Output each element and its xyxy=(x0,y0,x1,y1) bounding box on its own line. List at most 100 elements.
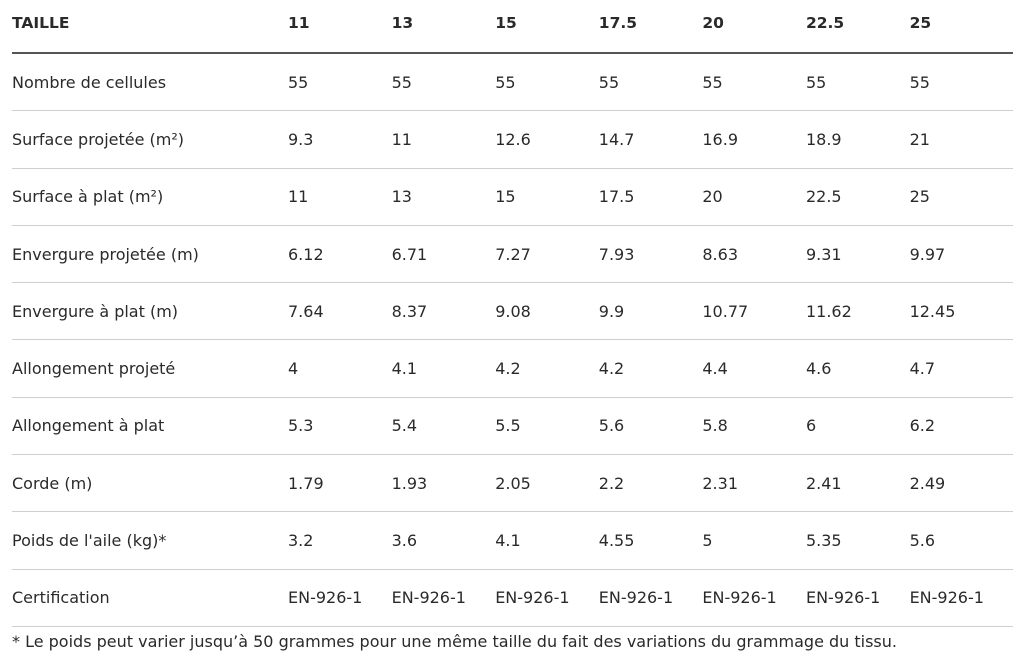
spec-value: 5.6 xyxy=(909,511,1014,570)
size-header: 22.5 xyxy=(805,0,910,54)
spec-value: 16.9 xyxy=(702,110,806,169)
spec-value: 12.45 xyxy=(909,282,1014,341)
spec-row: Nombre de cellules 55 55 55 55 55 55 55 xyxy=(12,53,1014,112)
spec-value: EN-926-1 xyxy=(391,569,496,627)
spec-value: 5.35 xyxy=(805,511,910,570)
spec-value: 2.05 xyxy=(495,454,599,513)
spec-value: 2.2 xyxy=(598,454,703,513)
spec-label: Allongement projeté xyxy=(12,339,288,398)
size-header: 20 xyxy=(702,0,806,54)
spec-value: 55 xyxy=(288,53,392,112)
spec-value: 55 xyxy=(702,53,806,112)
spec-value: 3.2 xyxy=(288,511,392,570)
spec-value: 5.3 xyxy=(288,397,392,456)
spec-value: EN-926-1 xyxy=(702,569,806,627)
spec-value: 17.5 xyxy=(598,168,703,226)
spec-value: 4.4 xyxy=(702,339,806,398)
size-header: 17.5 xyxy=(598,0,703,54)
spec-label: Envergure projetée (m) xyxy=(12,225,288,284)
spec-value: 11 xyxy=(288,168,392,226)
spec-value: 55 xyxy=(391,53,496,112)
spec-value: 55 xyxy=(598,53,703,112)
spec-value: 4.1 xyxy=(391,339,496,398)
spec-value: 6 xyxy=(805,397,910,456)
spec-value: 10.77 xyxy=(702,282,806,341)
spec-value: 21 xyxy=(909,110,1014,169)
spec-value: 8.63 xyxy=(702,225,806,284)
spec-value: 25 xyxy=(909,168,1014,226)
size-header: 11 xyxy=(288,0,392,54)
spec-value: EN-926-1 xyxy=(805,569,910,627)
spec-value: 12.6 xyxy=(495,110,599,169)
spec-value: 1.93 xyxy=(391,454,496,513)
spec-value: 2.49 xyxy=(909,454,1014,513)
spec-value: 5.4 xyxy=(391,397,496,456)
spec-value: 1.79 xyxy=(288,454,392,513)
spec-value: 22.5 xyxy=(805,168,910,226)
spec-value: 5.5 xyxy=(495,397,599,456)
spec-value: 4.7 xyxy=(909,339,1014,398)
spec-value: EN-926-1 xyxy=(598,569,703,627)
spec-row: Envergure à plat (m) 7.64 8.37 9.08 9.9 10.77… xyxy=(12,282,1014,341)
spec-label: Surface à plat (m²) xyxy=(12,168,288,226)
spec-row: Surface à plat (m²) 11 13 15 17.5 20 22.5 25 xyxy=(12,168,1014,226)
spec-value: 5 xyxy=(702,511,806,570)
spec-label: Poids de l'aile (kg)* xyxy=(12,511,288,570)
spec-value: 11.62 xyxy=(805,282,910,341)
spec-value: 4.1 xyxy=(495,511,599,570)
size-header: 13 xyxy=(391,0,496,54)
table-body: Nombre de cellules 55 55 55 55 55 55 55 Surface … xyxy=(12,53,1014,627)
spec-label: Certification xyxy=(12,569,288,627)
spec-value: 5.8 xyxy=(702,397,806,456)
spec-value: 9.31 xyxy=(805,225,910,284)
spec-row: Surface projetée (m²) 9.3 11 12.6 14.7 16.9 18… xyxy=(12,110,1014,169)
footnote: * Le poids peut varier jusqu’à 50 gramme… xyxy=(12,632,897,651)
spec-value: 9.3 xyxy=(288,110,392,169)
spec-value: 4.55 xyxy=(598,511,703,570)
header-label: TAILLE xyxy=(12,0,288,54)
spec-value: 8.37 xyxy=(391,282,496,341)
spec-value: EN-926-1 xyxy=(909,569,1014,627)
spec-table: TAILLE 11 13 15 17.5 20 22.5 25 Nombre de cellu… xyxy=(12,0,1014,627)
spec-value: 55 xyxy=(495,53,599,112)
spec-value: 6.71 xyxy=(391,225,496,284)
spec-value: 4.6 xyxy=(805,339,910,398)
spec-row: Envergure projetée (m) 6.12 6.71 7.27 7.93 8.… xyxy=(12,225,1014,284)
spec-row: Corde (m) 1.79 1.93 2.05 2.2 2.31 2.41 2.49 xyxy=(12,454,1014,513)
spec-value: 55 xyxy=(909,53,1014,112)
spec-value: 2.31 xyxy=(702,454,806,513)
spec-value: 9.08 xyxy=(495,282,599,341)
spec-value: 4.2 xyxy=(598,339,703,398)
spec-row: Allongement projeté 4 4.1 4.2 4.2 4.4 4.6 4.7 xyxy=(12,339,1014,398)
spec-value: 20 xyxy=(702,168,806,226)
spec-value: 4 xyxy=(288,339,392,398)
spec-label: Envergure à plat (m) xyxy=(12,282,288,341)
spec-value: EN-926-1 xyxy=(495,569,599,627)
spec-row: Allongement à plat 5.3 5.4 5.5 5.6 5.8 6 6.2 xyxy=(12,397,1014,456)
spec-label: Nombre de cellules xyxy=(12,53,288,112)
spec-label: Corde (m) xyxy=(12,454,288,513)
spec-value: 11 xyxy=(391,110,496,169)
spec-value: 2.41 xyxy=(805,454,910,513)
spec-value: 9.97 xyxy=(909,225,1014,284)
spec-label: Surface projetée (m²) xyxy=(12,110,288,169)
spec-value: 55 xyxy=(805,53,910,112)
spec-value: 3.6 xyxy=(391,511,496,570)
spec-value: 4.2 xyxy=(495,339,599,398)
spec-label: Allongement à plat xyxy=(12,397,288,456)
spec-value: 7.64 xyxy=(288,282,392,341)
spec-value: 14.7 xyxy=(598,110,703,169)
header-row: TAILLE 11 13 15 17.5 20 22.5 25 xyxy=(12,0,1014,54)
spec-row: Certification EN-926-1 EN-926-1 EN-926-1 EN-… xyxy=(12,569,1014,627)
spec-value: 9.9 xyxy=(598,282,703,341)
spec-value: 7.27 xyxy=(495,225,599,284)
spec-value: EN-926-1 xyxy=(288,569,392,627)
size-header: 25 xyxy=(909,0,1014,54)
spec-value: 15 xyxy=(495,168,599,226)
spec-value: 6.12 xyxy=(288,225,392,284)
size-header: 15 xyxy=(495,0,599,54)
spec-value: 7.93 xyxy=(598,225,703,284)
spec-value: 13 xyxy=(391,168,496,226)
spec-value: 6.2 xyxy=(909,397,1014,456)
